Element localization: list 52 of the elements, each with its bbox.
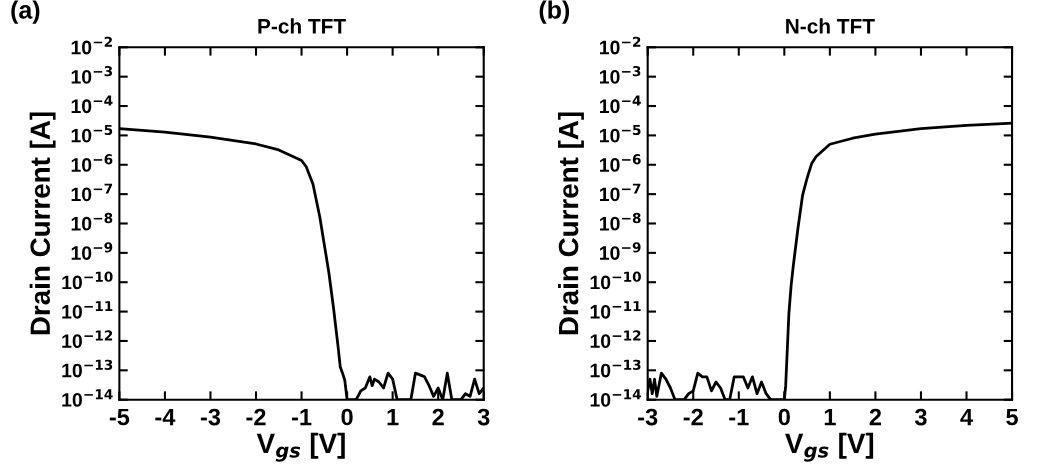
y-axis-title: Drain Current [A] xyxy=(557,112,584,335)
y-tick-label: 10$^{−8}$ xyxy=(600,212,641,231)
y-tick-label: 10$^{−6}$ xyxy=(600,154,641,172)
x-tick-label: 4 xyxy=(960,408,973,426)
chart-title: P-ch TFT xyxy=(258,18,346,34)
y-tick-label: 10$^{−14}$ xyxy=(590,389,641,407)
x-tick-label: 3 xyxy=(914,408,927,426)
y-tick-label: 10$^{−13}$ xyxy=(590,359,641,378)
y-tick-label: 10$^{−5}$ xyxy=(71,124,113,143)
y-tick-label: 10$^{−9}$ xyxy=(600,242,641,260)
y-tick-label: 10$^{−3}$ xyxy=(71,66,113,84)
y-tick-label: 10$^{−8}$ xyxy=(71,212,113,231)
x-tick-label: -5 xyxy=(109,408,130,426)
y-tick-label: 10$^{−11}$ xyxy=(590,301,641,319)
x-tick-label: -4 xyxy=(155,408,176,426)
y-tick-label: 10$^{−11}$ xyxy=(62,301,113,319)
x-tick-label: 2 xyxy=(869,408,882,426)
y-tick-label: 10$^{−2}$ xyxy=(71,36,112,55)
x-axis-title: V$_{gs}$ [V] xyxy=(256,432,345,462)
x-axis-title: V$_{gs}$ [V] xyxy=(785,432,874,462)
text: (b) xyxy=(539,0,570,24)
x-tick-label: -2 xyxy=(683,408,703,426)
x-tick-label: 3 xyxy=(477,408,490,426)
chart-title: N-ch TFT xyxy=(786,18,875,34)
y-tick-label: 10$^{−10}$ xyxy=(62,271,113,290)
y-tick-label: 10$^{−14}$ xyxy=(62,389,113,407)
y-axis-title: Drain Current [A] xyxy=(29,112,56,335)
x-tick-label: 1 xyxy=(387,408,399,426)
y-tick-label: 10$^{−12}$ xyxy=(590,330,641,349)
text: (a) xyxy=(11,0,40,24)
y-tick-label: 10$^{−7}$ xyxy=(600,183,641,202)
y-tick-label: 10$^{−13}$ xyxy=(62,359,113,378)
x-tick-label: -3 xyxy=(200,408,221,426)
y-tick-label: 10$^{−12}$ xyxy=(62,330,113,349)
y-tick-label: 10$^{−3}$ xyxy=(600,66,641,84)
y-tick-label: 10$^{−7}$ xyxy=(71,183,113,202)
x-tick-label: -1 xyxy=(729,408,749,426)
x-tick-label: 0 xyxy=(778,408,790,426)
x-tick-label: -3 xyxy=(638,408,658,426)
y-tick-label: 10$^{−4}$ xyxy=(600,95,641,114)
y-tick-label: 10$^{−2}$ xyxy=(600,36,641,55)
y-tick-label: 10$^{−6}$ xyxy=(71,154,113,172)
x-tick-label: 1 xyxy=(824,408,836,426)
y-tick-label: 10$^{−4}$ xyxy=(71,95,113,114)
y-tick-label: 10$^{−10}$ xyxy=(590,271,641,290)
x-tick-label: 5 xyxy=(1006,408,1018,426)
y-tick-label: 10$^{−9}$ xyxy=(71,242,113,260)
x-tick-label: 0 xyxy=(341,408,353,426)
x-tick-label: -2 xyxy=(246,408,266,426)
y-tick-label: 10$^{−5}$ xyxy=(600,124,641,143)
x-tick-label: -1 xyxy=(291,408,312,426)
x-tick-label: 2 xyxy=(432,408,444,426)
